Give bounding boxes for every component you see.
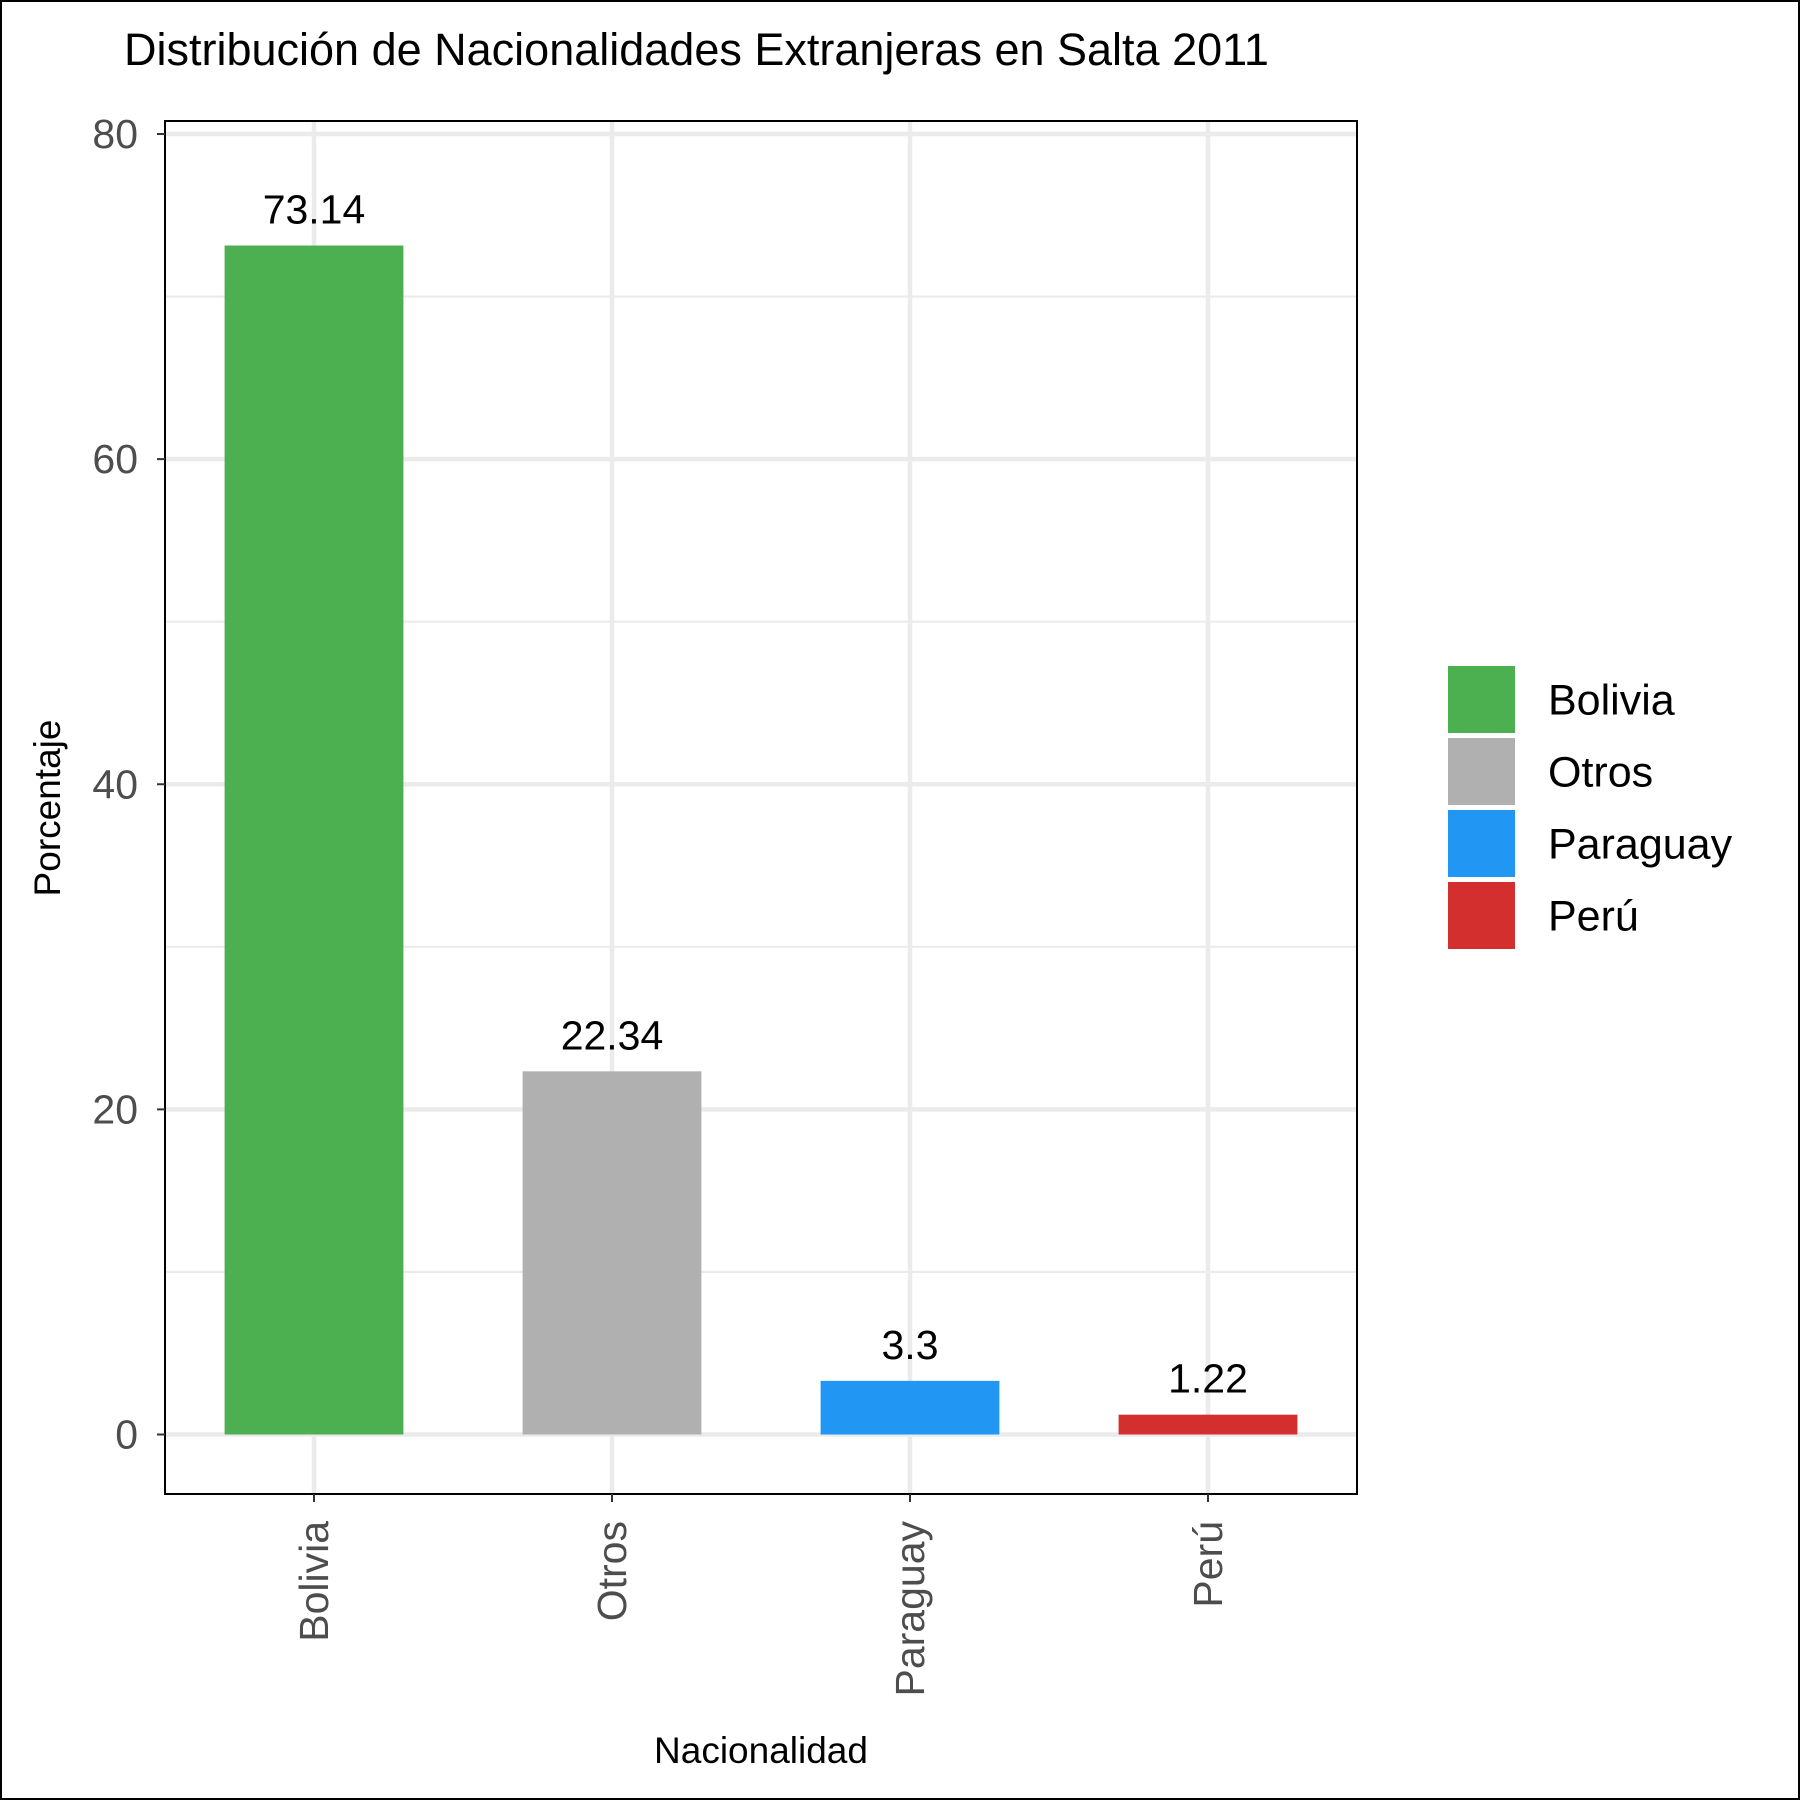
y-tick-label: 20 [92, 1086, 138, 1132]
y-tick-label: 80 [92, 111, 138, 157]
legend: Bolivia Otros Paraguay Perú [1448, 666, 1733, 949]
data-label-perú: 1.22 [1168, 1356, 1248, 1402]
legend-label-perú: Perú [1548, 893, 1639, 941]
y-axis-ticks: 0 20 40 60 80 [92, 111, 165, 1458]
x-tick-label: Perú [1185, 1521, 1231, 1608]
legend-label-bolivia: Bolivia [1548, 677, 1675, 725]
x-tick-label: Paraguay [887, 1521, 933, 1697]
legend-label-otros: Otros [1548, 749, 1653, 797]
legend-key-perú [1448, 882, 1515, 949]
x-axis-ticks: Bolivia Otros Paraguay Perú [291, 1494, 1231, 1697]
bar-perú [1118, 1414, 1298, 1435]
legend-key-paraguay [1448, 810, 1515, 877]
x-tick-label: Bolivia [291, 1521, 337, 1642]
bars [224, 245, 1298, 1435]
data-label-otros: 22.34 [561, 1012, 664, 1058]
y-axis-title: Porcentaje [27, 720, 68, 897]
y-tick-label: 60 [92, 436, 138, 482]
chart-title: Distribución de Nacionalidades Extranjer… [124, 24, 1269, 75]
bar-otros [522, 1071, 702, 1435]
y-tick-label: 0 [115, 1412, 138, 1458]
data-label-paraguay: 3.3 [882, 1322, 939, 1368]
legend-key-bolivia [1448, 666, 1515, 733]
plot-panel-border [164, 120, 1358, 1495]
bar-bolivia [224, 245, 404, 1435]
y-tick-label: 40 [92, 761, 138, 807]
legend-label-paraguay: Paraguay [1548, 821, 1733, 869]
data-labels: 73.14 22.34 3.3 1.22 [263, 187, 1248, 1402]
x-tick-label: Otros [589, 1521, 635, 1621]
legend-key-otros [1448, 738, 1515, 805]
bar-paraguay [820, 1380, 1000, 1435]
data-label-bolivia: 73.14 [263, 187, 366, 233]
x-axis-title: Nacionalidad [654, 1730, 868, 1771]
